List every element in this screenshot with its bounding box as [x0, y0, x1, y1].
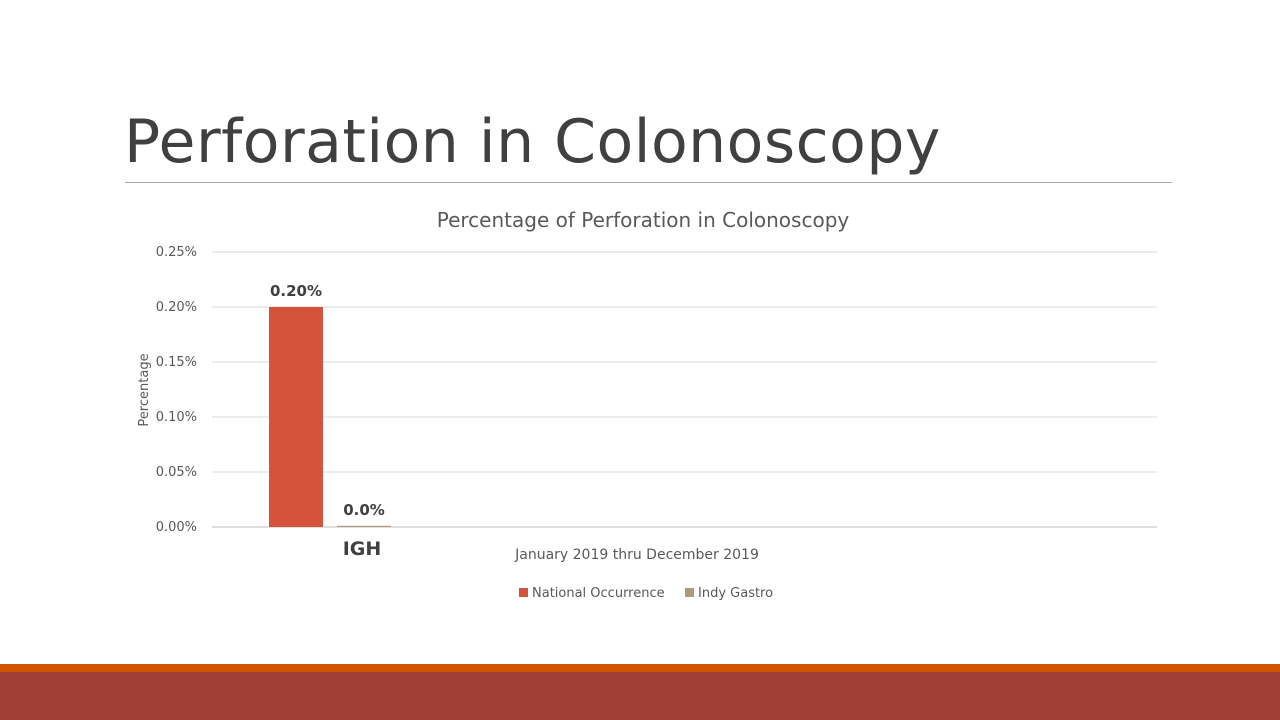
data-label: 0.20%	[270, 282, 322, 300]
footer-bar	[0, 672, 1280, 720]
group-label: IGH	[343, 538, 382, 560]
bars: 0.20% 0.0%	[269, 282, 391, 527]
y-tick-label: 0.15%	[156, 355, 197, 370]
y-axis-ticks: 0.00% 0.05% 0.10% 0.15% 0.20% 0.25%	[156, 245, 197, 535]
gridlines	[212, 251, 1157, 528]
bar-chart: Percentage of Perforation in Colonoscopy…	[137, 208, 1157, 601]
data-label: 0.0%	[343, 501, 385, 519]
y-axis-label: Percentage	[137, 353, 152, 426]
title-divider	[125, 182, 1172, 183]
y-tick-label: 0.25%	[156, 245, 197, 260]
y-tick-label: 0.10%	[156, 410, 197, 425]
bar	[269, 307, 323, 527]
footer-accent-bar	[0, 664, 1280, 672]
bar	[337, 525, 391, 527]
y-tick-label: 0.20%	[156, 300, 197, 315]
slide-title: Perforation in Colonoscopy	[124, 107, 941, 177]
y-tick-label: 0.05%	[156, 465, 197, 480]
legend: National Occurrence Indy Gastro	[519, 586, 773, 601]
legend-label: National Occurrence	[532, 586, 665, 601]
legend-swatch	[685, 588, 694, 597]
legend-swatch	[519, 588, 528, 597]
chart-title: Percentage of Perforation in Colonoscopy	[437, 208, 850, 232]
x-axis-label: January 2019 thru December 2019	[514, 547, 759, 563]
y-tick-label: 0.00%	[156, 520, 197, 535]
legend-label: Indy Gastro	[698, 586, 773, 601]
